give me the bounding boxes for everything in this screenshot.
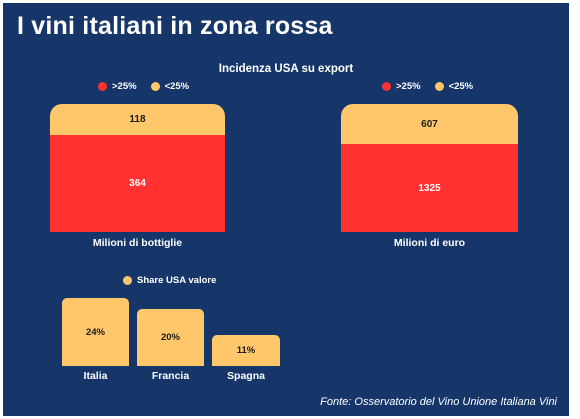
chart-subtitle: Incidenza USA su export (218, 63, 354, 75)
legend-item-high: >25% (98, 81, 137, 92)
source-note: Fonte: Osservatorio del Vino Unione Ital… (320, 396, 557, 408)
stacked-bar-euro: 607 1325 (341, 104, 518, 232)
data-label-low: 118 (129, 114, 146, 125)
bar-segment-high: 364 (50, 135, 225, 232)
bar-segment-high: 1325 (341, 144, 518, 232)
data-label-high: 364 (129, 178, 146, 189)
legend-red-dot-icon (382, 82, 391, 91)
legend-item-low: <25% (150, 81, 190, 92)
legend-label-high: >25% (112, 81, 137, 92)
stacked-bar-bottles: 118 364 (50, 104, 225, 232)
x-axis-label-bottles: Milioni di bottiglie (92, 237, 183, 249)
bar-segment-low: 118 (50, 104, 225, 135)
data-label-italia: 24% (85, 326, 105, 338)
data-label-francia: 20% (160, 332, 180, 343)
legend-orange-dot-icon (123, 276, 132, 285)
page-title: I vini italiani in zona rossa (17, 12, 333, 40)
legend-red-dot-icon (98, 82, 107, 91)
legend-share: Share USA valore (123, 275, 230, 286)
legend-item-low: <25% (434, 81, 474, 92)
x-tick-label-italia: Italia (83, 370, 108, 382)
data-label-spagna: 11% (236, 345, 256, 356)
legend-orange-dot-icon (434, 82, 444, 91)
legend-label-low: <25% (164, 81, 190, 92)
bar-italia: 24% (62, 298, 129, 366)
bar-spagna: 11% (212, 335, 280, 366)
bar-segment-low: 607 (341, 104, 518, 144)
x-tick-label-francia: Francia (151, 370, 190, 382)
infographic: I vini italiani in zona rossa Incidenza … (3, 3, 569, 416)
legend-item-high: >25% (382, 81, 421, 92)
legend-right: >25% <25% (382, 81, 487, 92)
legend-label-share: Share USA valore (137, 275, 217, 286)
legend-label-high: >25% (396, 81, 421, 92)
legend-label-low: <25% (448, 81, 474, 92)
data-label-low: 607 (421, 118, 438, 130)
data-label-high: 1325 (418, 182, 441, 194)
legend-left: >25% <25% (98, 81, 203, 92)
x-tick-label-spagna: Spagna (227, 370, 265, 382)
legend-orange-dot-icon (150, 82, 160, 91)
x-axis-label-euro: Milioni di euro (393, 237, 466, 249)
bar-francia: 20% (137, 309, 204, 366)
legend-item-share: Share USA valore (123, 275, 216, 286)
